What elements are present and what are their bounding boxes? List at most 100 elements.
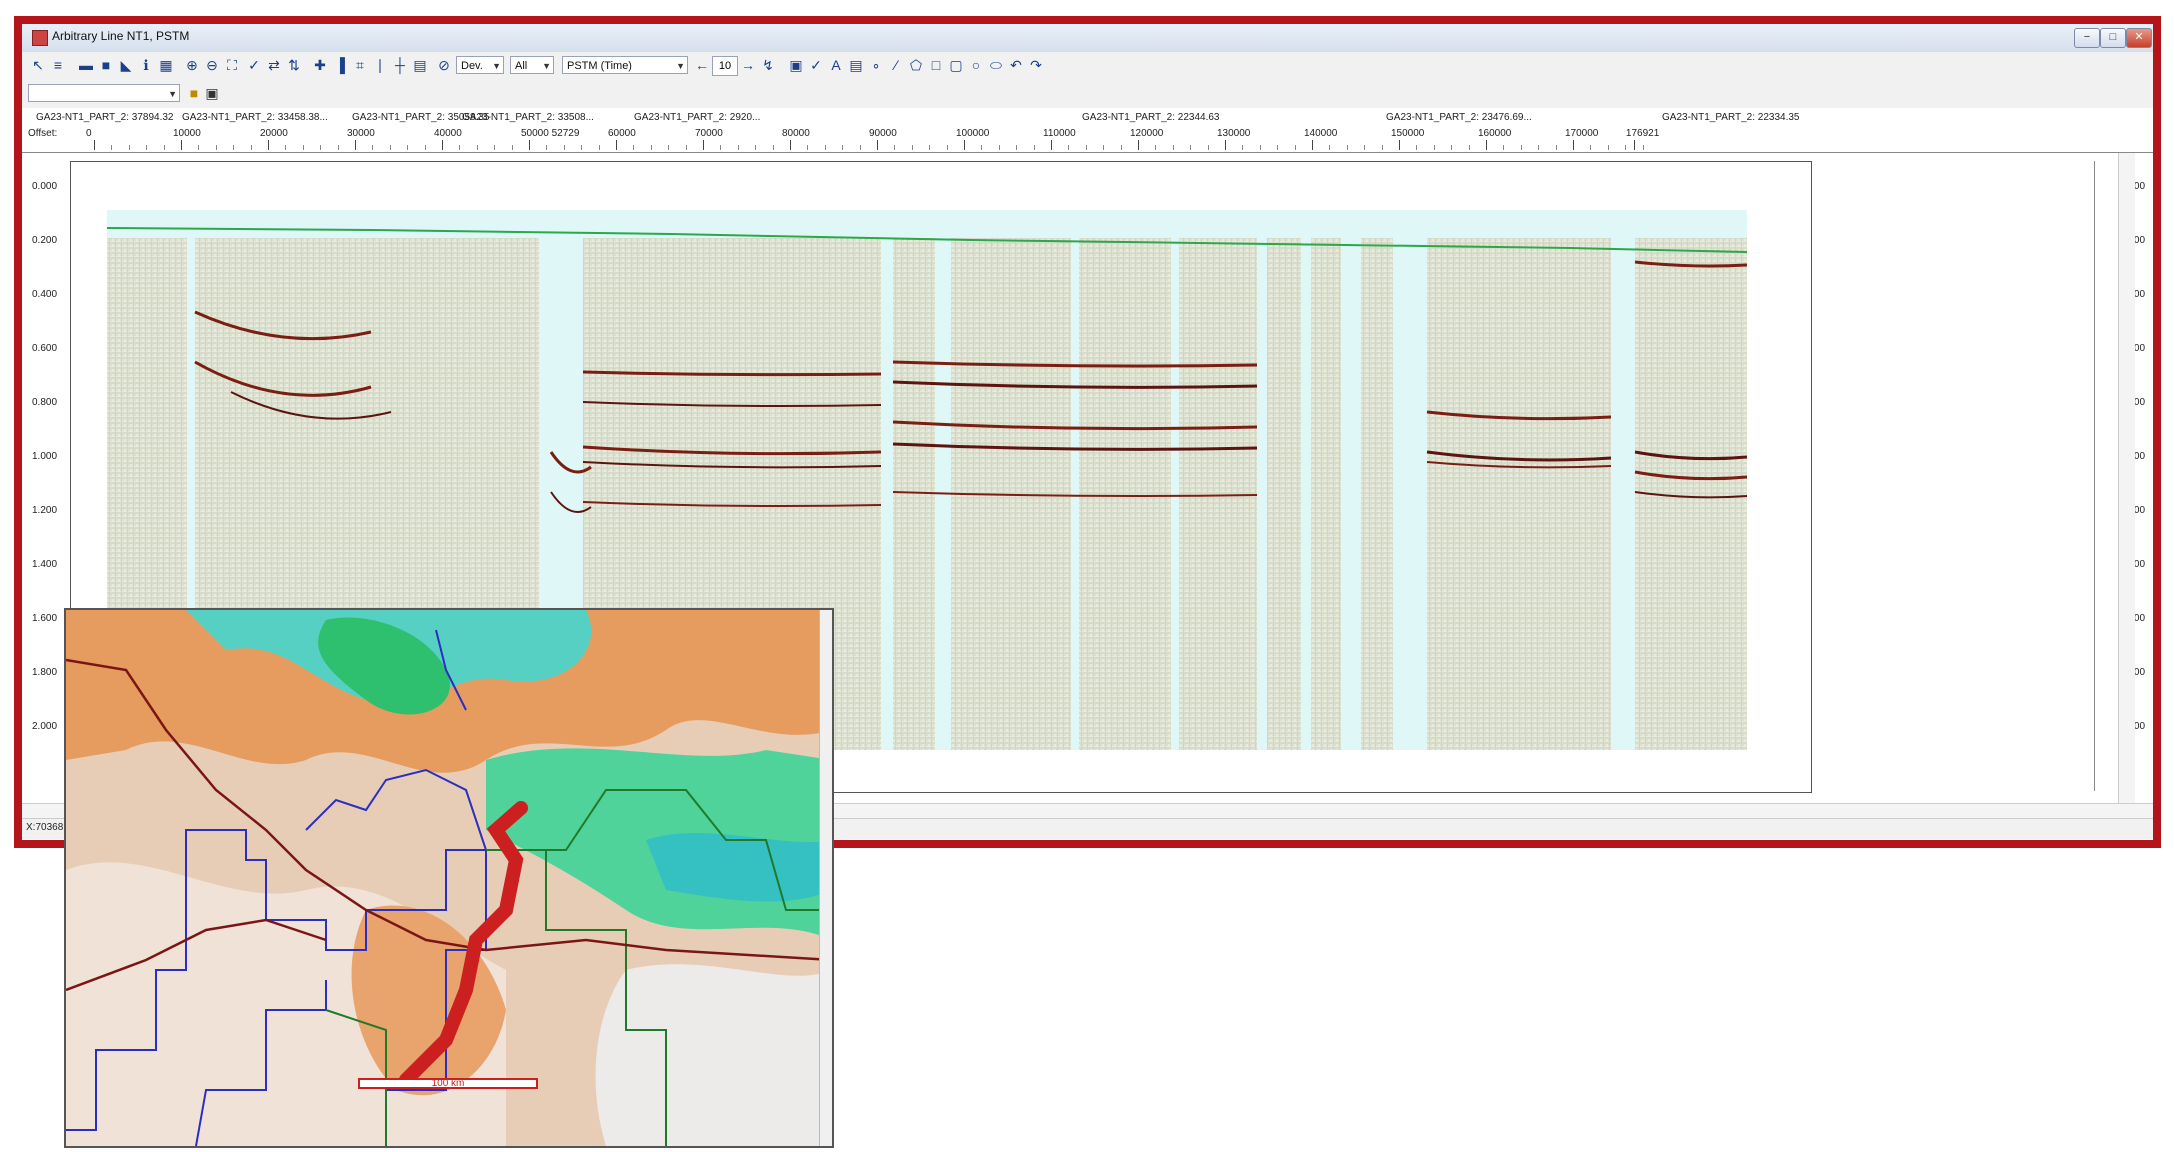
offset-tick: [616, 140, 617, 150]
line-label-overlap: GA23-NT1_PART_2: 33458.38...: [182, 112, 328, 123]
offset-tick: [181, 140, 182, 150]
table-icon[interactable]: ⌗: [356, 57, 364, 73]
time-label: 0.400: [32, 289, 58, 300]
terrain-cyan-east: [646, 832, 832, 902]
province-boundary-2: [305, 768, 487, 851]
survey-line-nt1: [399, 801, 528, 1087]
undo-icon[interactable]: ↶: [1010, 57, 1022, 73]
offset-tick-label: 30000: [347, 128, 375, 139]
offset-tick: [529, 140, 530, 150]
offset-tick: [790, 140, 791, 150]
offset-tick: [355, 140, 356, 150]
reflector: [1634, 470, 1748, 481]
zoom-in-icon[interactable]: ⊕: [186, 57, 198, 73]
minimize-button[interactable]: −: [2074, 28, 2100, 48]
ruler-icon[interactable]: ▬: [79, 57, 93, 73]
flip-vertical-icon[interactable]: ⇅: [288, 57, 300, 73]
line-label: GA23-NT1_PART_2: 22344.63: [1082, 112, 1220, 123]
offset-minor-tick: [1329, 145, 1331, 150]
rectangle-icon[interactable]: □: [931, 57, 941, 73]
point-icon[interactable]: ∘: [871, 57, 881, 73]
chart-icon[interactable]: ◣: [120, 57, 132, 73]
offset-tick-label: 176921: [1625, 128, 1660, 139]
offset-minor-tick: [946, 145, 948, 150]
save-icon[interactable]: ▣: [205, 85, 219, 101]
offset-tick-label: 0: [86, 128, 92, 139]
pointer-icon[interactable]: ↖: [32, 57, 44, 73]
map-scrollbar[interactable]: [819, 610, 832, 1146]
grid-icon[interactable]: ▦: [159, 57, 173, 73]
square-icon[interactable]: ▢: [949, 57, 963, 73]
map-canvas[interactable]: [66, 610, 832, 1146]
reflector: [892, 380, 1258, 389]
offset-minor-tick: [250, 145, 252, 150]
river: [435, 629, 467, 711]
offset-minor-tick: [320, 145, 322, 150]
ellipse-icon[interactable]: ⬭: [990, 57, 1002, 73]
info-icon[interactable]: ℹ: [143, 57, 149, 73]
trace-panel: [1179, 238, 1257, 750]
vertical-scrollbar[interactable]: [2118, 153, 2135, 803]
offset-tick-label: 80000: [782, 128, 810, 139]
properties-icon[interactable]: ▤: [849, 57, 863, 73]
offset-minor-tick: [337, 145, 339, 150]
line-label-overlap: GA23-NT1_PART_2: 33508...: [462, 112, 594, 123]
offset-minor-tick: [981, 145, 983, 150]
offset-minor-tick: [772, 145, 774, 150]
basin-boundary-2: [545, 850, 667, 1146]
offset-minor-tick: [198, 145, 200, 150]
time-label: 1.400: [32, 559, 58, 570]
split-icon[interactable]: ∣: [376, 57, 384, 73]
color-bar-icon[interactable]: ■: [101, 57, 111, 73]
line-label-overlap: GA23-NT1_PART_2: 23476.69...: [1386, 112, 1532, 123]
check-icon[interactable]: ✓: [248, 57, 260, 73]
line-label-overlap: GA23-NT1_PART_2: 2920...: [634, 112, 761, 123]
crosshair-icon[interactable]: ✚: [314, 57, 326, 73]
offset-minor-tick: [633, 145, 635, 150]
arrow-right-icon[interactable]: →: [741, 57, 755, 73]
columns-icon[interactable]: ▐: [335, 57, 345, 73]
new-horizon-icon[interactable]: ▣: [789, 57, 803, 73]
line-select[interactable]: ▼: [28, 84, 180, 102]
maximize-button[interactable]: □: [2100, 28, 2126, 48]
reflector: [582, 501, 882, 507]
offset-minor-tick: [685, 145, 687, 150]
arrow-left-icon[interactable]: ←: [695, 57, 709, 73]
reflector: [1634, 491, 1748, 499]
offset-minor-tick: [755, 145, 757, 150]
offset-tick-label: 20000: [260, 128, 288, 139]
offset-minor-tick: [1207, 145, 1209, 150]
offset-minor-tick: [929, 145, 931, 150]
offset-minor-tick: [1103, 145, 1105, 150]
offset-minor-tick: [842, 145, 844, 150]
display-icon[interactable]: ▤: [413, 57, 427, 73]
offset-minor-tick: [302, 145, 304, 150]
offset-minor-tick: [1294, 145, 1296, 150]
accept-icon[interactable]: ✓: [810, 57, 822, 73]
circle-icon[interactable]: ○: [971, 57, 981, 73]
flip-icon[interactable]: ⇄: [268, 57, 280, 73]
open-folder-icon[interactable]: ■: [189, 85, 199, 101]
lightning-icon[interactable]: ↯: [762, 57, 774, 73]
close-button[interactable]: ✕: [2126, 28, 2152, 48]
offset-tick-label: 150000: [1391, 128, 1425, 139]
mode-select[interactable]: Dev. ▼: [456, 56, 504, 74]
reflector: [1426, 410, 1612, 421]
step-input[interactable]: 10: [712, 56, 738, 76]
redo-icon[interactable]: ↷: [1030, 57, 1042, 73]
offset-minor-tick: [1451, 145, 1453, 150]
zoom-fit-icon[interactable]: ⛶: [227, 57, 237, 73]
offset-tick-label: 70000: [695, 128, 723, 139]
select-traces-icon[interactable]: ≡: [53, 57, 63, 73]
no-entry-icon[interactable]: ⊘: [438, 57, 450, 73]
filter-select[interactable]: All ▼: [510, 56, 554, 74]
text-icon[interactable]: A: [831, 57, 841, 73]
offset-minor-tick: [1555, 145, 1557, 150]
volume-select[interactable]: PSTM (Time) ▼: [562, 56, 688, 74]
cross-section-icon[interactable]: ┼: [395, 57, 405, 73]
line-icon[interactable]: ∕: [894, 57, 898, 73]
zoom-out-icon[interactable]: ⊖: [206, 57, 218, 73]
offset-tick: [877, 140, 878, 150]
offset-tick-label: 40000: [434, 128, 462, 139]
polygon-icon[interactable]: ⬠: [909, 57, 923, 73]
